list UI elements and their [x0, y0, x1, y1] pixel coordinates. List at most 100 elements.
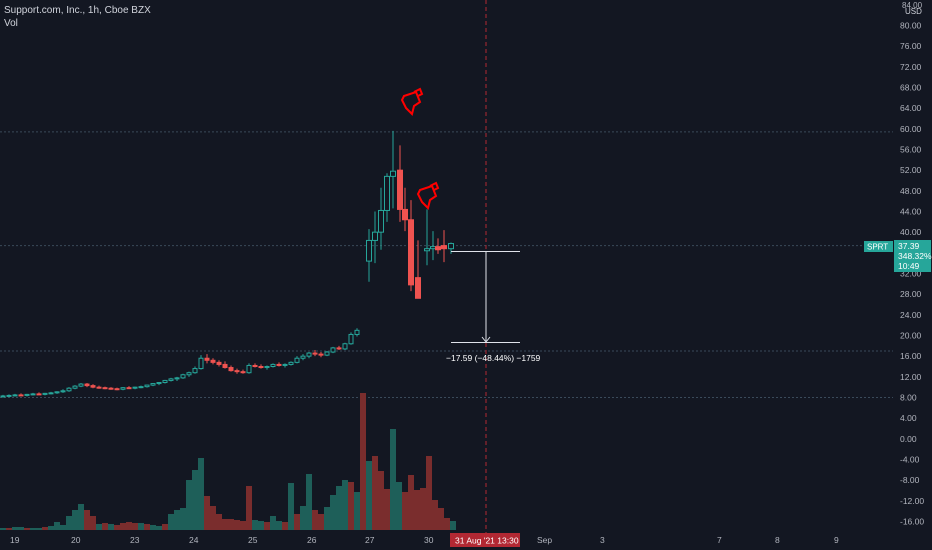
price-tag-bg: [894, 240, 931, 272]
volume-bar: [24, 528, 30, 530]
candle-body: [72, 385, 78, 389]
candle-body: [36, 393, 42, 396]
volume-bar: [234, 520, 240, 530]
candle-body: [282, 363, 288, 366]
volume-bar: [372, 456, 378, 530]
candle-body: [234, 370, 240, 373]
volume-bar: [204, 496, 210, 530]
volume-bar: [270, 516, 276, 530]
y-axis-tick: 28.00: [900, 289, 922, 299]
candle-body: [204, 357, 210, 361]
currency-label: USD: [905, 7, 922, 16]
candle-body: [0, 395, 6, 398]
volume-bar: [438, 508, 444, 530]
volume-group: [0, 393, 456, 530]
y-axis-tick: 32.00: [900, 269, 922, 279]
price-tag-change: 348.32%: [898, 251, 932, 261]
volume-bar: [258, 521, 264, 530]
x-axis-tick: 20: [71, 535, 81, 545]
candle-body: [424, 248, 430, 252]
candle-body: [162, 379, 168, 384]
volume-bar: [78, 504, 84, 530]
price-tag-symbol: SPRT: [867, 243, 888, 252]
volume-bar: [402, 492, 408, 530]
candle-body: [108, 387, 114, 390]
candle-body: [114, 388, 120, 391]
volume-bar: [120, 523, 126, 530]
candle-body: [354, 329, 360, 335]
volume-bar: [396, 482, 402, 530]
volume-bar: [150, 525, 156, 530]
volume-bar: [390, 429, 396, 530]
y-axis-tick: 8.00: [900, 393, 917, 403]
x-axis-tick: 8: [775, 535, 780, 545]
candle-body: [216, 361, 222, 365]
volume-bar: [180, 508, 186, 530]
y-axis-tick: 12.00: [900, 372, 922, 382]
volume-bar: [174, 510, 180, 530]
volume-bar: [312, 510, 318, 530]
candle-body: [378, 209, 384, 233]
y-axis-tick: 60.00: [900, 124, 922, 134]
x-axis-tick: 7: [717, 535, 722, 545]
x-axis-tick: 19: [10, 535, 20, 545]
price-tag-time: 10:49: [898, 261, 920, 271]
volume-bar: [354, 492, 360, 530]
volume-bar: [360, 393, 366, 530]
y-axis-tick: 68.00: [900, 83, 922, 93]
volume-bar: [102, 523, 108, 530]
y-axis-tick: 64.00: [900, 103, 922, 113]
candle-body: [264, 366, 270, 369]
candle-body: [312, 352, 318, 355]
y-axis-tick: 16.00: [900, 351, 922, 361]
volume-bar: [6, 528, 12, 530]
candle-body: [246, 364, 252, 374]
y-axis-tick: 76.00: [900, 41, 922, 51]
candle-body: [372, 231, 378, 241]
candle-body: [168, 378, 174, 381]
candle-body: [348, 333, 354, 345]
candle-body: [186, 372, 192, 376]
y-axis-tick: -12.00: [900, 496, 924, 506]
volume-bar: [294, 514, 300, 530]
candle-body: [120, 387, 126, 390]
y-axis-tick: -8.00: [900, 475, 920, 485]
y-axis-tick: 24.00: [900, 310, 922, 320]
candle-body: [78, 383, 84, 387]
volume-bar: [276, 521, 282, 530]
candle-body: [48, 392, 54, 395]
hand-cuff: [413, 87, 424, 97]
y-axis-tick: 40.00: [900, 227, 922, 237]
volume-bar: [414, 490, 420, 530]
y-axis-tick: 44.00: [900, 207, 922, 217]
volume-bar: [138, 523, 144, 530]
volume-bar: [114, 525, 120, 530]
candle-body: [198, 357, 204, 370]
x-axis-tick: 9: [834, 535, 839, 545]
volume-bar: [252, 520, 258, 530]
volume-bar: [408, 475, 414, 530]
candle-body: [288, 361, 294, 365]
volume-label: Vol: [4, 18, 18, 29]
volume-bar: [432, 500, 438, 530]
candle-body: [402, 208, 408, 221]
candle-body: [228, 367, 234, 372]
volume-bar: [192, 470, 198, 530]
y-axis-tick: 4.00: [900, 413, 917, 423]
volume-bar: [12, 527, 18, 530]
candle-body: [294, 357, 300, 363]
y-axis-tick: 52.00: [900, 165, 922, 175]
candle-body: [54, 391, 60, 394]
candle-body: [258, 366, 264, 369]
volume-bar: [66, 516, 72, 530]
volume-bar: [168, 514, 174, 530]
volume-bar: [36, 528, 42, 530]
volume-bar: [282, 522, 288, 530]
candle-body: [210, 359, 216, 363]
volume-bar: [336, 486, 342, 530]
volume-bar: [210, 506, 216, 530]
volume-bar: [90, 516, 96, 530]
volume-bar: [222, 519, 228, 530]
candle-body: [132, 386, 138, 389]
